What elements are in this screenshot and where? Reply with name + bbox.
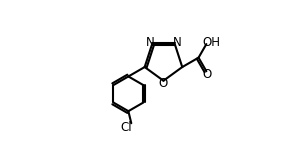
Text: N: N: [173, 36, 181, 49]
Text: N: N: [145, 36, 154, 49]
Text: O: O: [159, 77, 168, 90]
Text: OH: OH: [202, 36, 220, 49]
Text: O: O: [202, 68, 212, 81]
Text: Cl: Cl: [121, 121, 132, 134]
